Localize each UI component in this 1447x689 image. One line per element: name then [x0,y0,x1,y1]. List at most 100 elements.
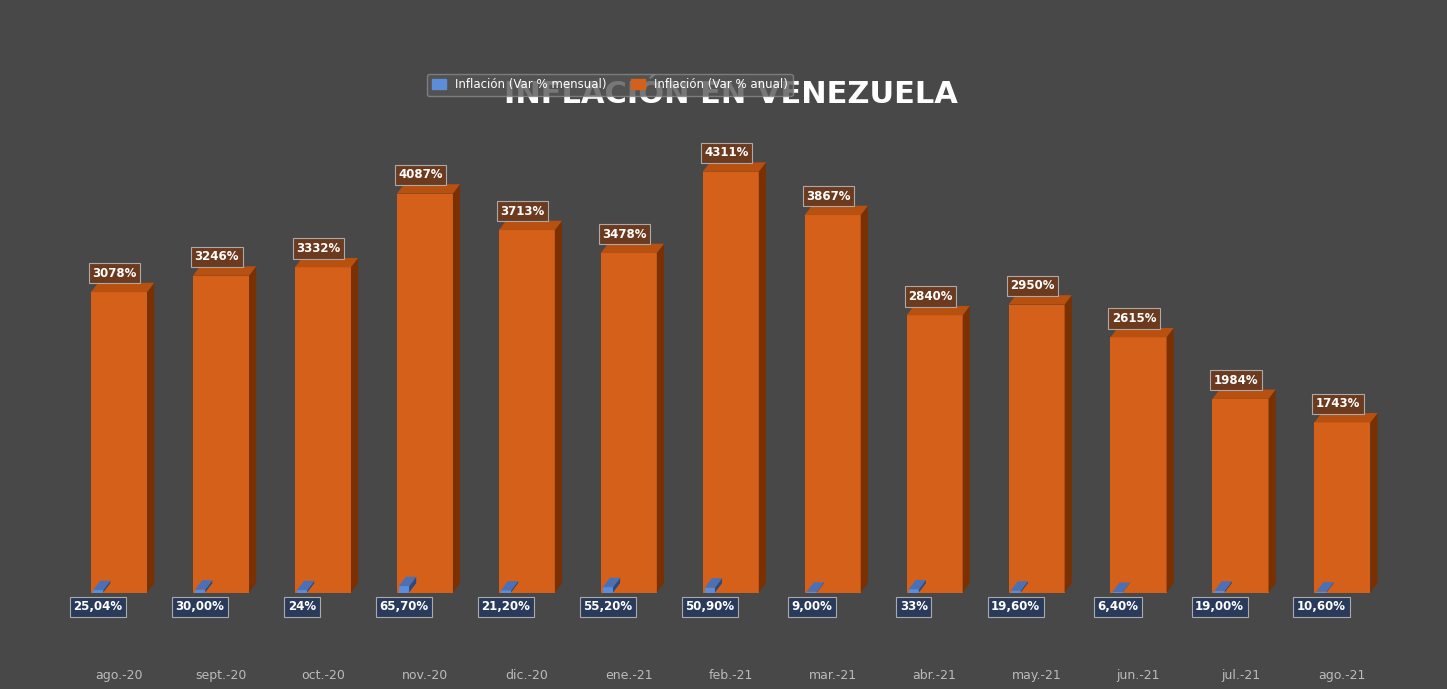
Polygon shape [805,206,868,215]
Polygon shape [148,282,155,593]
Text: 3246%: 3246% [194,250,239,263]
Bar [295,267,352,593]
Polygon shape [249,267,256,593]
Text: 3867%: 3867% [806,189,851,203]
Polygon shape [93,581,110,590]
Text: 55,20%: 55,20% [583,600,632,613]
Text: 21,20%: 21,20% [482,600,531,613]
Polygon shape [396,184,460,194]
Polygon shape [703,163,765,172]
Polygon shape [1314,413,1378,422]
Bar [1214,590,1224,593]
Bar [297,590,307,593]
Text: 3713%: 3713% [501,205,544,218]
Bar [91,292,148,593]
Polygon shape [1113,582,1130,592]
Polygon shape [453,184,460,593]
Polygon shape [297,581,314,590]
Bar [805,215,861,593]
Polygon shape [307,581,314,593]
Bar [1009,305,1065,593]
Polygon shape [1010,582,1027,590]
Bar [806,592,818,593]
Text: 24%: 24% [288,600,315,613]
Polygon shape [1020,582,1027,593]
Bar [501,590,511,593]
Text: 2615%: 2615% [1111,312,1156,325]
Bar [1010,590,1020,593]
Polygon shape [603,578,621,587]
Text: 3332%: 3332% [297,242,340,255]
Bar [1110,338,1166,593]
Polygon shape [295,258,357,267]
Text: 6,40%: 6,40% [1097,600,1139,613]
Polygon shape [511,581,518,593]
Bar [399,586,410,593]
Polygon shape [1009,295,1072,305]
Bar [499,230,554,593]
Polygon shape [919,580,926,593]
Text: 30,00%: 30,00% [175,600,224,613]
Polygon shape [1269,389,1276,593]
Polygon shape [1214,582,1231,590]
Polygon shape [806,582,823,592]
Polygon shape [1166,328,1174,593]
Text: 4311%: 4311% [705,147,748,159]
Legend: Inflación (Var % mensual), Inflación (Var % anual): Inflación (Var % mensual), Inflación (Va… [427,74,793,96]
Bar [93,590,103,593]
Polygon shape [861,206,868,593]
Bar [396,194,453,593]
Bar [601,253,657,593]
Polygon shape [758,163,765,593]
Text: 1743%: 1743% [1315,397,1360,410]
Text: 1984%: 1984% [1214,373,1259,387]
Bar [705,588,715,593]
Text: 19,00%: 19,00% [1195,600,1244,613]
Polygon shape [399,577,417,586]
Bar [195,590,205,593]
Polygon shape [907,306,969,316]
Polygon shape [1370,413,1378,593]
Bar [603,587,614,593]
Bar [909,589,919,593]
Polygon shape [715,578,722,593]
Polygon shape [1213,389,1276,399]
Polygon shape [601,244,664,253]
Polygon shape [657,244,664,593]
Polygon shape [1065,295,1072,593]
Bar [1317,591,1327,593]
Text: 19,60%: 19,60% [991,600,1040,613]
Polygon shape [499,220,561,230]
Polygon shape [410,577,417,593]
Bar [1314,422,1370,593]
Polygon shape [1224,582,1231,593]
Text: 10,60%: 10,60% [1297,600,1346,613]
Polygon shape [554,220,561,593]
Polygon shape [91,282,155,292]
Text: 3078%: 3078% [93,267,137,280]
Text: 33%: 33% [900,600,928,613]
Polygon shape [192,267,256,276]
Polygon shape [705,578,722,588]
Polygon shape [195,580,213,590]
Polygon shape [352,258,357,593]
Text: 4087%: 4087% [398,168,443,181]
Text: 50,90%: 50,90% [686,600,735,613]
Bar [703,172,758,593]
Polygon shape [909,580,926,589]
Polygon shape [1123,582,1130,593]
Polygon shape [1327,582,1334,593]
Text: 2950%: 2950% [1010,279,1055,292]
Text: 9,00%: 9,00% [792,600,832,613]
Bar [192,276,249,593]
Polygon shape [818,582,823,593]
Bar [1213,399,1269,593]
Polygon shape [103,581,110,593]
Polygon shape [1110,328,1174,338]
Polygon shape [614,578,621,593]
Polygon shape [1317,582,1334,591]
Bar [907,316,962,593]
Polygon shape [501,581,518,590]
Title: INFLACIÓN EN VENEZUELA: INFLACIÓN EN VENEZUELA [504,80,958,109]
Polygon shape [205,580,213,593]
